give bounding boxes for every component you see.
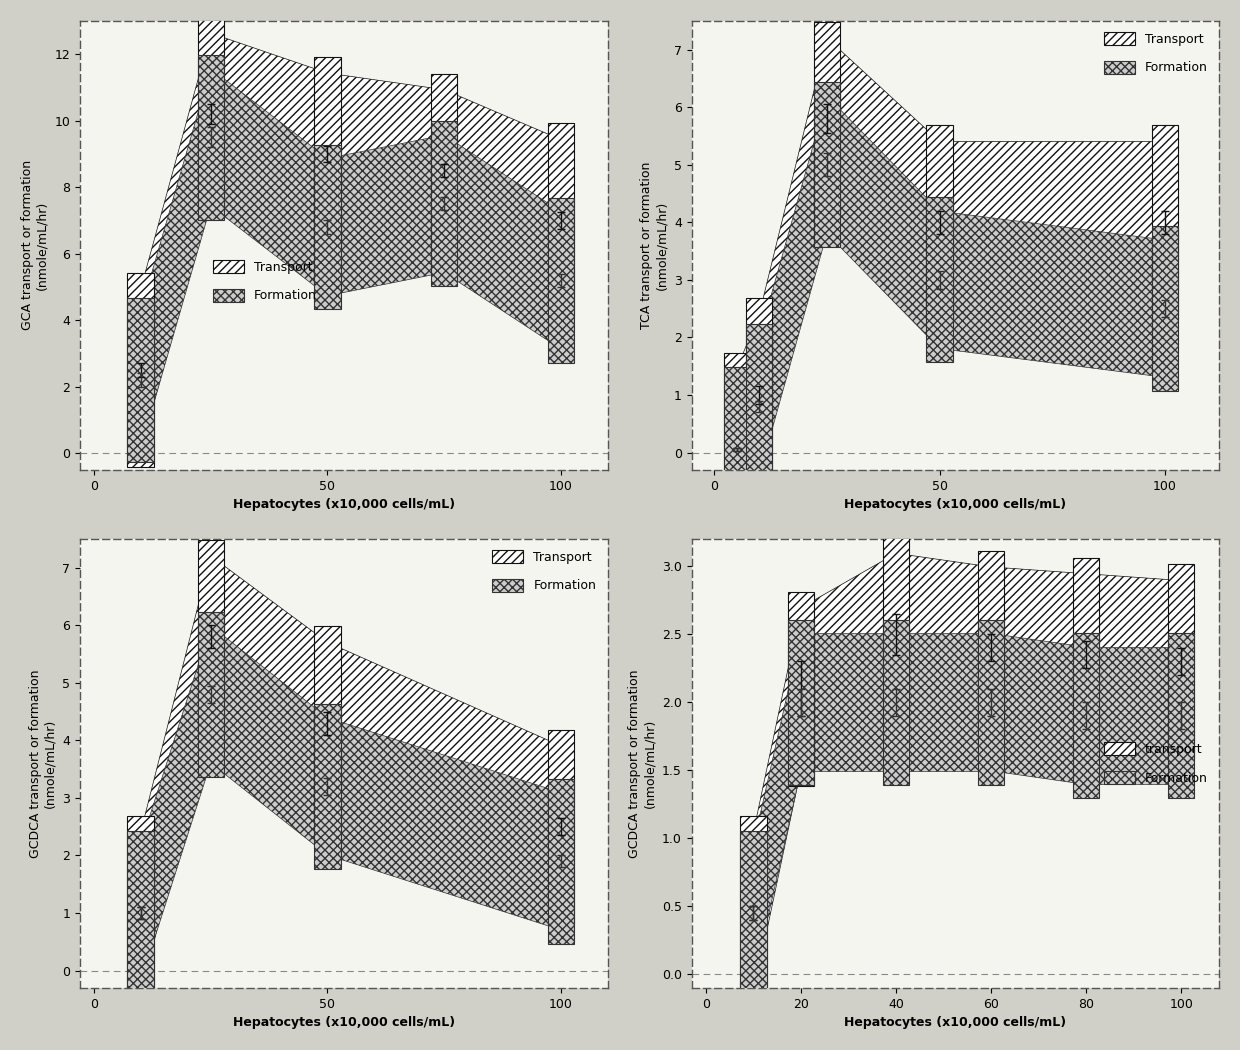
Polygon shape [128, 816, 154, 1010]
Polygon shape [737, 338, 759, 519]
Polygon shape [926, 197, 952, 362]
Polygon shape [787, 591, 815, 785]
Polygon shape [1086, 573, 1182, 742]
Polygon shape [746, 324, 773, 489]
Polygon shape [314, 704, 341, 868]
Polygon shape [737, 314, 759, 530]
Polygon shape [723, 353, 750, 547]
X-axis label: Hepatocytes (x10,000 cells/mL): Hepatocytes (x10,000 cells/mL) [233, 498, 455, 511]
Polygon shape [1073, 558, 1100, 752]
Polygon shape [759, 38, 827, 476]
Polygon shape [740, 831, 766, 995]
Polygon shape [883, 620, 909, 784]
Y-axis label: GCDCA transport or formation
(nmole/mL/hr): GCDCA transport or formation (nmole/mL/h… [629, 669, 656, 858]
Polygon shape [197, 55, 224, 219]
Y-axis label: GCDCA transport or formation
(nmole/mL/hr): GCDCA transport or formation (nmole/mL/h… [29, 669, 57, 858]
Polygon shape [327, 135, 444, 296]
Polygon shape [548, 197, 574, 362]
Polygon shape [1152, 125, 1178, 319]
Polygon shape [801, 553, 897, 770]
Polygon shape [926, 125, 952, 319]
Polygon shape [940, 211, 1166, 377]
Legend: Transport, Formation: Transport, Formation [207, 255, 321, 308]
Polygon shape [211, 68, 327, 296]
Polygon shape [197, 17, 224, 211]
Polygon shape [1086, 647, 1182, 784]
Polygon shape [897, 553, 991, 729]
Polygon shape [128, 273, 154, 467]
Polygon shape [314, 626, 341, 820]
Polygon shape [827, 38, 940, 303]
Polygon shape [813, 82, 839, 247]
Polygon shape [548, 779, 574, 944]
Polygon shape [432, 74, 458, 268]
Polygon shape [444, 135, 560, 349]
Polygon shape [754, 633, 801, 982]
Polygon shape [827, 96, 940, 349]
X-axis label: Hepatocytes (x10,000 cells/mL): Hepatocytes (x10,000 cells/mL) [844, 498, 1066, 511]
Polygon shape [197, 612, 224, 777]
Polygon shape [723, 368, 750, 532]
Polygon shape [978, 551, 1004, 744]
Polygon shape [140, 68, 211, 448]
Polygon shape [754, 608, 801, 994]
Polygon shape [211, 34, 327, 235]
Polygon shape [140, 34, 211, 450]
Polygon shape [759, 96, 827, 476]
Legend: Transport, Formation: Transport, Formation [487, 545, 601, 597]
Polygon shape [327, 74, 444, 251]
Polygon shape [211, 626, 327, 855]
Polygon shape [444, 89, 560, 301]
Polygon shape [1152, 226, 1178, 391]
Polygon shape [883, 538, 909, 731]
Polygon shape [432, 122, 458, 287]
Polygon shape [813, 22, 839, 215]
Polygon shape [197, 540, 224, 734]
Polygon shape [548, 730, 574, 924]
Legend: transport, Formation: transport, Formation [1099, 737, 1213, 790]
Polygon shape [787, 620, 815, 784]
Polygon shape [1168, 564, 1194, 758]
Polygon shape [314, 57, 341, 251]
Polygon shape [128, 831, 154, 995]
Polygon shape [1168, 633, 1194, 798]
Polygon shape [128, 297, 154, 462]
Polygon shape [991, 567, 1086, 735]
Polygon shape [211, 555, 327, 804]
Polygon shape [548, 124, 574, 317]
Legend: Transport, Formation: Transport, Formation [1099, 27, 1213, 80]
Polygon shape [327, 643, 560, 907]
Polygon shape [1073, 633, 1100, 798]
Polygon shape [314, 145, 341, 310]
Polygon shape [327, 718, 560, 930]
Y-axis label: GCA transport or formation
(nmole/mL/hr): GCA transport or formation (nmole/mL/hr) [21, 161, 48, 331]
Polygon shape [897, 633, 991, 771]
Polygon shape [801, 633, 897, 771]
Polygon shape [740, 816, 766, 1010]
Y-axis label: TCA transport or formation
(nmole/mL/hr): TCA transport or formation (nmole/mL/hr) [640, 162, 668, 329]
Polygon shape [991, 633, 1086, 784]
Polygon shape [978, 620, 1004, 784]
X-axis label: Hepatocytes (x10,000 cells/mL): Hepatocytes (x10,000 cells/mL) [844, 1016, 1066, 1029]
Polygon shape [940, 142, 1166, 303]
Polygon shape [140, 555, 211, 994]
Polygon shape [746, 298, 773, 492]
Polygon shape [140, 626, 211, 982]
X-axis label: Hepatocytes (x10,000 cells/mL): Hepatocytes (x10,000 cells/mL) [233, 1016, 455, 1029]
